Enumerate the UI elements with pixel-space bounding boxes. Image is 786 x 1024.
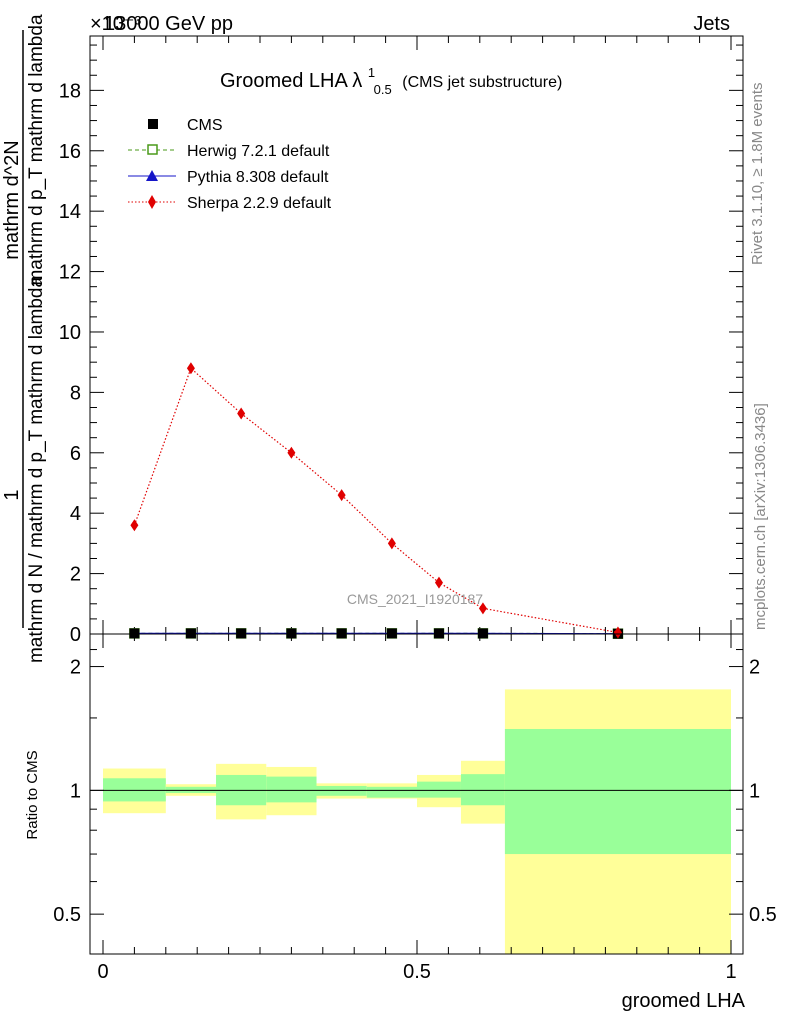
legend-herwig-marker [147, 144, 158, 155]
upper-axis-ticks: 0 2 4 6 8 10 12 14 16 18 [59, 36, 743, 646]
ylabel-denominator-outer: mathrm d N / mathrm d p_T mathrm d lambd… [26, 277, 47, 664]
sherpa-point [478, 602, 487, 615]
plot-title-sup: 1 [368, 65, 375, 80]
legend-item-pythia: Pythia 8.308 default [128, 169, 329, 186]
sherpa-point [387, 537, 396, 550]
rivet-version-label: Rivet 3.1.10, ≥ 1.8M events [749, 83, 766, 266]
plot-title-main: Groomed LHA λ [220, 70, 362, 92]
legend-cms-label: CMS [187, 117, 223, 134]
plot-title-sub: 0.5 [374, 82, 392, 97]
plot-title: Groomed LHA λ 1 0.5 (CMS jet substructur… [220, 60, 562, 99]
xtick-label: 0.5 [403, 961, 431, 983]
ratio-ylabel: Ratio to CMS [24, 750, 41, 839]
upper-ytick-label: 0 [70, 624, 81, 646]
legend-herwig-label: Herwig 7.2.1 default [187, 143, 330, 160]
upper-ytick-label: 8 [70, 382, 81, 404]
ratio-band-inner-7 [460, 774, 505, 806]
upper-ytick-label: 14 [59, 201, 81, 223]
lower-ytick-label: 0.5 [53, 904, 81, 926]
upper-ytick-label: 10 [59, 322, 81, 344]
upper-ytick-label: 16 [59, 141, 81, 163]
legend-pythia-label: Pythia 8.308 default [187, 169, 329, 186]
lower-ytick-label-right: 2 [749, 657, 760, 679]
sherpa-point [130, 519, 139, 532]
xtick-label: 1 [725, 961, 736, 983]
cms-point [386, 628, 397, 639]
lower-ytick-label-right: 0.5 [749, 904, 777, 926]
ratio-band-inner-0 [103, 778, 166, 802]
plot-title-note: (CMS jet substructure) [402, 74, 562, 91]
sherpa-point [337, 489, 346, 502]
upper-panel: 0 2 4 6 8 10 12 14 16 18 Groomed LHA λ 1 0.5 (CMS… [59, 35, 744, 646]
legend-item-cms: CMS [148, 117, 223, 134]
sherpa-point [613, 626, 622, 639]
lower-axis-ticks: 0.5 0.5 1 1 2 2 0 0.5 1 [53, 634, 777, 983]
cms-point [286, 628, 297, 639]
upper-series-layer [129, 362, 624, 639]
upper-ytick-label: 2 [70, 564, 81, 586]
upper-ylabel: 1 mathrm d^2N mathrm d N / mathrm d p_T … [1, 14, 47, 663]
xaxis-label: groomed LHA [622, 990, 746, 1012]
legend-pythia-marker [146, 170, 158, 181]
ylabel-numerator-one: 1 [1, 489, 23, 500]
legend-item-sherpa: Sherpa 2.2.9 default [128, 195, 332, 212]
ratio-band-inner-6 [417, 781, 461, 798]
upper-ytick-label: 12 [59, 262, 81, 284]
ratio-bands [103, 689, 731, 954]
ratio-band-inner-4 [316, 785, 367, 796]
cms-point [129, 628, 140, 639]
xtick-label: 0 [97, 961, 108, 983]
sherpa-point [186, 362, 195, 375]
cms-point [336, 628, 347, 639]
mcplots-label: mcplots.cern.ch [arXiv:1306.3436] [752, 403, 769, 630]
header-jets-label: Jets [693, 13, 730, 35]
legend-cms-marker [148, 119, 158, 129]
cms-point [185, 628, 196, 639]
ratio-band-inner-8 [504, 728, 731, 855]
legend: CMS Herwig 7.2.1 default Pythia 8.308 de… [128, 117, 332, 212]
lower-ytick-label: 1 [70, 780, 81, 802]
cms-point [477, 628, 488, 639]
cms-point [236, 628, 247, 639]
analysis-watermark: CMS_2021_I1920187 [347, 591, 483, 607]
legend-item-herwig: Herwig 7.2.1 default [128, 143, 330, 160]
sherpa-point [287, 446, 296, 459]
series-line-3 [133, 367, 619, 634]
legend-sherpa-marker [148, 195, 156, 209]
cms-point [433, 628, 444, 639]
header-exponent: ×10⁻³ [90, 13, 141, 35]
lower-ytick-label-right: 1 [749, 780, 760, 802]
upper-ytick-label: 6 [70, 443, 81, 465]
upper-ytick-label: 18 [59, 80, 81, 102]
lower-panel: 0.5 0.5 1 1 2 2 0 0.5 1 Ratio to CMS groomed LHA [24, 633, 777, 1012]
sherpa-point [434, 576, 443, 589]
upper-ytick-label: 4 [70, 503, 81, 525]
lower-ytick-label: 2 [70, 657, 81, 679]
legend-sherpa-label: Sherpa 2.2.9 default [187, 195, 332, 212]
header-energy-label: 13000 GeV pp [104, 13, 233, 35]
ylabel-numerator-main: mathrm d^2N [1, 140, 23, 259]
ylabel-denominator-inner: mathrm d p_T mathrm d lambda [26, 14, 47, 285]
ratio-band-inner-3 [266, 776, 317, 803]
ratio-band-inner-5 [366, 786, 417, 798]
sherpa-point [237, 407, 246, 420]
